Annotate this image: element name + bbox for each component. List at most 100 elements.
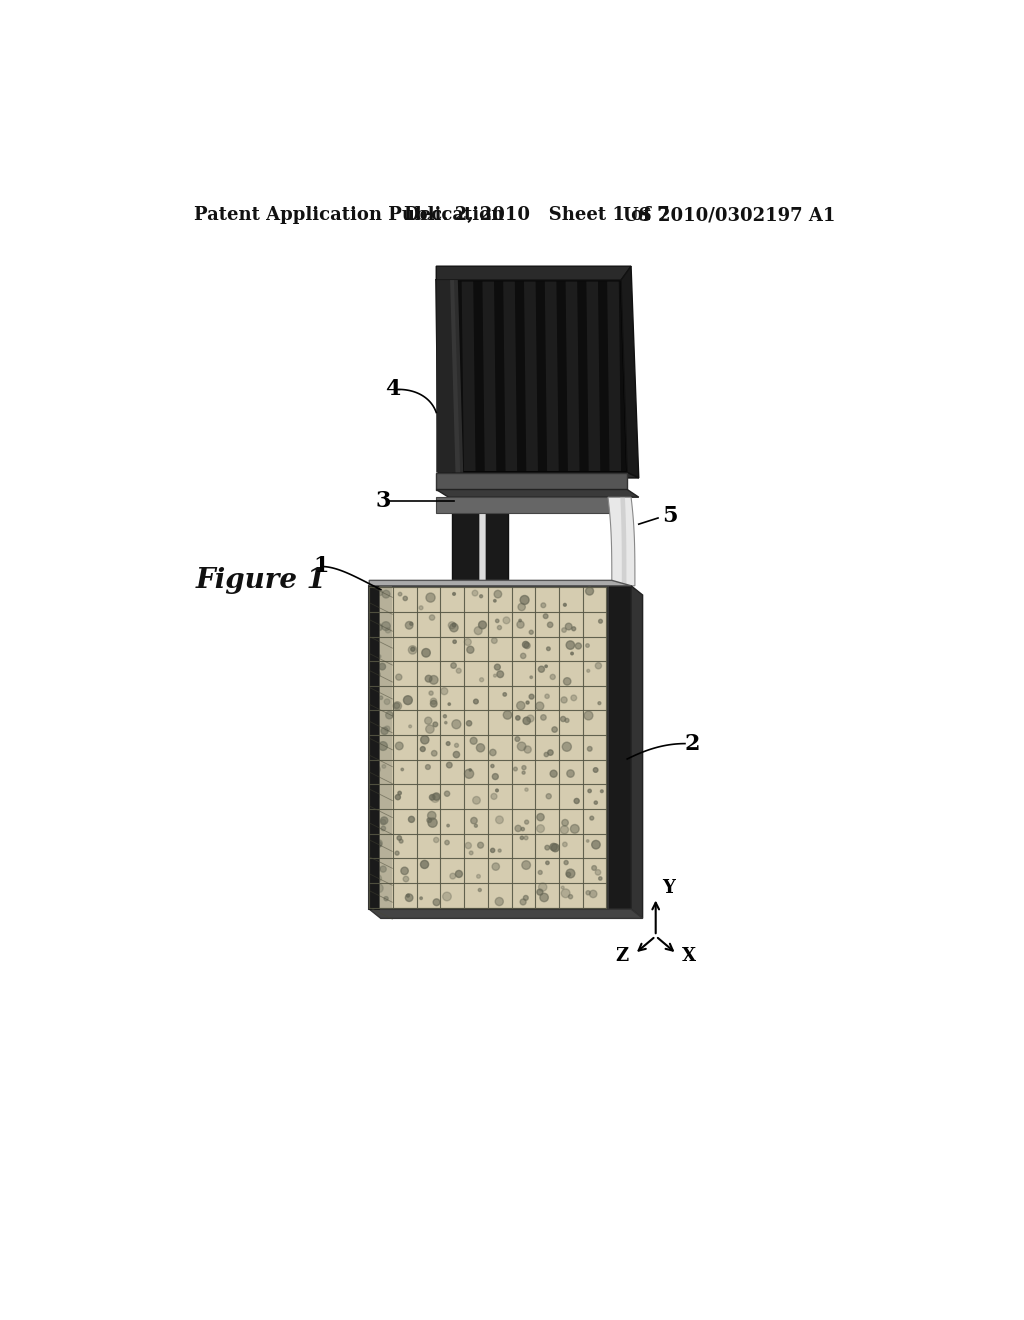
Circle shape [450,874,456,879]
Circle shape [520,899,526,906]
Circle shape [372,671,380,678]
Circle shape [592,841,600,849]
Text: 1: 1 [313,556,330,578]
Circle shape [474,824,477,828]
Polygon shape [631,586,643,919]
Text: 3: 3 [376,490,391,512]
Circle shape [494,675,497,677]
Circle shape [521,828,524,830]
Circle shape [419,606,423,610]
Polygon shape [621,267,639,478]
Circle shape [426,593,435,602]
Circle shape [456,870,463,878]
Circle shape [430,701,437,708]
Circle shape [537,813,544,821]
Circle shape [406,894,413,902]
Circle shape [403,597,408,601]
Circle shape [478,620,486,628]
Circle shape [409,645,417,655]
Circle shape [496,816,504,824]
Circle shape [477,842,483,849]
Circle shape [443,714,446,718]
Circle shape [517,742,526,751]
Circle shape [541,603,546,607]
Circle shape [371,789,376,795]
Circle shape [560,717,565,722]
Circle shape [431,751,437,756]
Polygon shape [608,498,635,586]
Circle shape [421,735,429,744]
Circle shape [565,623,572,630]
Circle shape [496,789,499,792]
Circle shape [550,675,555,680]
Polygon shape [370,586,379,909]
Circle shape [588,747,592,751]
Circle shape [566,869,574,878]
Circle shape [398,593,401,595]
Circle shape [490,793,497,800]
Circle shape [384,896,388,900]
Circle shape [529,630,534,634]
Circle shape [375,840,382,847]
Circle shape [515,737,520,742]
Circle shape [599,876,602,880]
Circle shape [398,791,401,795]
Polygon shape [436,280,628,473]
Circle shape [381,817,388,824]
Circle shape [451,663,457,668]
Circle shape [588,789,591,792]
Circle shape [379,742,387,751]
Circle shape [561,888,570,898]
Polygon shape [608,586,631,909]
Circle shape [455,743,459,747]
Circle shape [561,886,564,890]
Circle shape [374,866,380,871]
Circle shape [420,896,423,899]
Circle shape [593,768,598,772]
Circle shape [479,595,482,598]
Circle shape [478,888,481,891]
Circle shape [457,668,461,673]
Circle shape [498,849,501,853]
Circle shape [595,663,601,669]
Circle shape [495,664,501,671]
Text: Y: Y [662,879,675,898]
Circle shape [524,820,528,824]
Circle shape [522,771,525,774]
Circle shape [568,895,572,899]
Circle shape [379,696,383,700]
Circle shape [444,841,450,845]
Circle shape [563,677,571,685]
Text: Figure 1: Figure 1 [196,566,327,594]
Circle shape [428,818,437,828]
Circle shape [520,653,526,659]
Circle shape [560,826,568,834]
Circle shape [517,620,524,628]
Circle shape [421,861,429,869]
Circle shape [548,622,553,627]
Circle shape [493,774,499,780]
Circle shape [571,627,575,631]
Circle shape [380,866,386,873]
Circle shape [454,751,460,758]
Circle shape [397,836,401,841]
Circle shape [600,789,603,792]
Circle shape [498,626,502,630]
Circle shape [570,825,580,833]
Circle shape [539,870,543,874]
Circle shape [594,801,597,804]
Circle shape [374,601,377,603]
Circle shape [587,840,589,842]
Circle shape [428,812,436,820]
Circle shape [551,843,559,851]
Circle shape [379,663,386,669]
Text: 2: 2 [685,733,700,755]
Circle shape [566,873,570,876]
Circle shape [586,587,594,595]
Polygon shape [524,281,538,471]
Circle shape [520,836,523,840]
Circle shape [394,702,399,709]
Circle shape [503,710,512,719]
Circle shape [433,837,439,842]
Circle shape [545,845,550,850]
